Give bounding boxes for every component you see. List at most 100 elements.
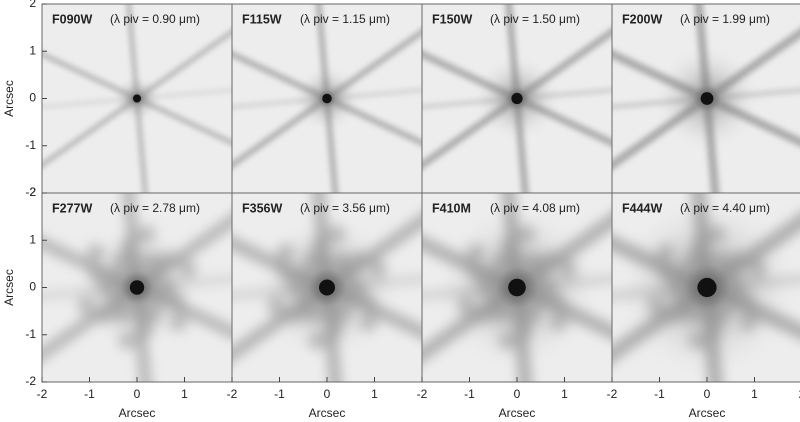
psf-spike [422,95,519,170]
psf-blob [278,264,297,283]
panel-annotation: (λ piv = 1.15 μm) [300,12,390,26]
psf-blob [327,225,346,244]
psf-spike [513,213,612,293]
psf-blob [549,313,568,332]
psf-blob [683,252,701,271]
psf-spike [324,282,422,338]
psf-blob [665,305,684,324]
psf-blob [713,252,731,271]
y-tick-label: 0 [29,280,36,294]
y-tick-label: 2 [29,185,36,199]
psf-blob [285,305,304,324]
psf-blob [656,243,675,262]
psf-blob [160,251,179,270]
x-tick-label: 1 [181,387,188,401]
panel-title: F090W [52,12,92,26]
psf-spike [694,4,712,99]
x-axis-label: Arcsec [499,406,536,420]
panel [422,193,612,382]
psf-spike [700,286,723,382]
psf-spike [612,49,709,103]
psf-spike [324,98,338,193]
psf-spike [323,214,422,293]
psf-blob [135,319,154,338]
psf-spike [42,283,140,360]
x-tick-label: -2 [607,387,618,401]
panel-annotation: (λ piv = 1.50 μm) [490,12,580,26]
psf-spike [422,50,519,102]
psf-spike [232,237,330,293]
x-tick-label: 1 [751,387,758,401]
psf-blob [98,278,116,297]
psf-blob [113,252,131,271]
x-axis-label: Arcsec [309,406,346,420]
psf-spike [42,97,138,108]
psf-blob [348,278,366,297]
psf-spike [515,27,612,102]
panel [42,4,232,193]
psf-blob [137,225,156,244]
psf-spike [126,4,139,99]
psf-blob [493,304,511,323]
y-tick-label: 2 [29,0,36,10]
psf-spike [422,282,521,362]
psf-blob [77,296,96,315]
psf-blob [739,313,758,332]
psf-blob [498,331,517,350]
panel [42,193,232,382]
psf-spikes [42,193,232,382]
panel [422,4,612,193]
y-tick-label: 1 [29,43,36,57]
panel-title: F356W [242,201,282,215]
psf-blob [113,304,131,323]
psf-spikes [612,4,800,193]
psf-spike [612,235,710,294]
psf-blob [276,243,295,262]
panel-annotation: (λ piv = 2.78 μm) [110,201,200,215]
psf-spike [422,96,518,109]
psf-blob [713,304,731,323]
psf-spike [134,215,232,292]
psf-blob [707,225,726,244]
psf-blob [357,292,376,311]
psf-blob [167,292,186,311]
psf-blob [143,252,161,271]
psf-spikes [612,193,800,382]
psf-spike [134,283,232,338]
psf-spike [313,193,333,288]
psf-blob [658,264,677,283]
psf-blob [359,313,378,332]
psf-spike [42,237,140,292]
psf-blob [303,252,321,271]
psf-blob [705,319,724,338]
psf-blob [730,251,749,270]
x-tick-label: -1 [274,387,285,401]
y-tick-label: -2 [25,185,36,199]
psf-spike [703,213,800,294]
psf-blob [500,237,519,256]
psf-blob [475,305,494,324]
psf-spike [135,29,232,101]
psf-blob [540,251,559,270]
psf-spike [136,89,232,100]
psf-spike [232,97,328,109]
panel-annotation: (λ piv = 4.08 μm) [490,201,580,215]
psf-spike [502,193,524,289]
psf-spike [612,281,711,363]
y-tick-label: -1 [25,327,36,341]
psf-core [129,280,145,295]
x-tick-label: -1 [84,387,95,401]
psf-blob [118,331,137,350]
panel-title: F410M [432,201,471,215]
psf-spike [136,96,232,146]
psf-blob [95,305,114,324]
psf-core [700,92,714,105]
panel-annotation: (λ piv = 1.99 μm) [680,12,770,26]
psf-blob [308,331,327,350]
psf-spikes [422,4,612,193]
psf-blob [688,331,707,350]
psf-spike [510,286,532,382]
psf-spikes [232,4,422,193]
x-tick-label: 1 [561,387,568,401]
psf-blob [169,313,188,332]
